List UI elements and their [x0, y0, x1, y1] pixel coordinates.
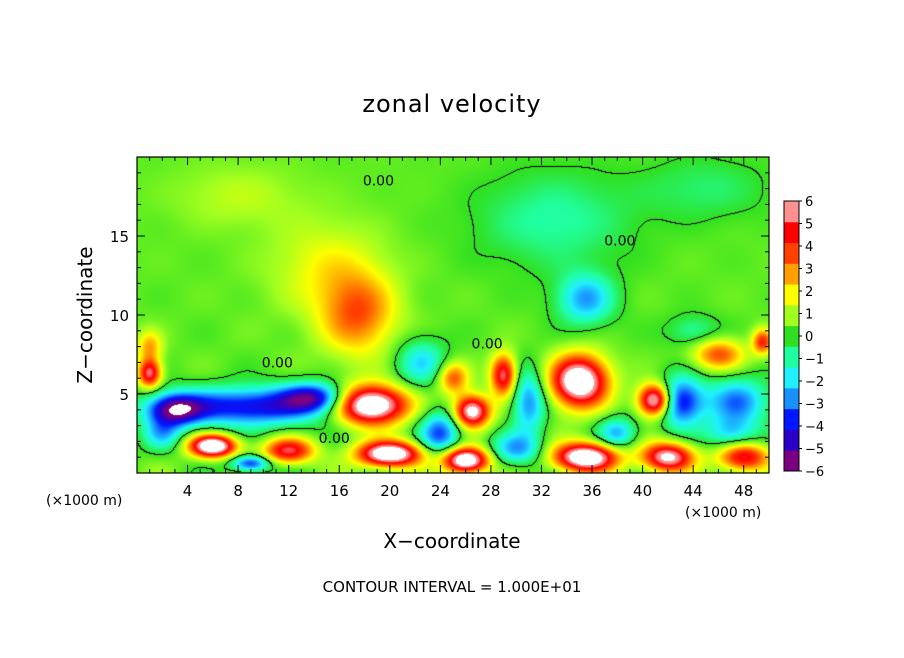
colorbar-label: −1 [805, 353, 824, 368]
y-axis: 5 10 15 [110, 172, 769, 458]
chart-title: zonal velocity [362, 90, 541, 118]
colorbar-swatch [784, 387, 799, 410]
contour-label: 0.00 [319, 431, 350, 447]
colorbar-label: −4 [805, 420, 824, 435]
colorbar-label: 2 [805, 285, 813, 300]
contour-label: 0.00 [262, 355, 293, 371]
colorbar-label: 3 [805, 263, 813, 278]
colorbar-swatch [784, 221, 799, 244]
colorbar-label: 1 [805, 308, 813, 323]
colorbar-label: 5 [805, 218, 813, 233]
x-tick-label: 8 [233, 482, 243, 500]
x-axis-label: X−coordinate [383, 529, 520, 553]
x-tick-label: 44 [684, 482, 703, 500]
colorbar-swatch [784, 367, 799, 389]
y-tick-label: 15 [110, 228, 129, 246]
x-tick-label: 16 [330, 482, 349, 500]
colorbar-swatch [784, 304, 799, 327]
colorbar-label: −6 [805, 465, 824, 480]
heatmap-field [137, 157, 769, 473]
colorbar-swatch [784, 346, 799, 368]
colorbar-label: 6 [805, 195, 813, 210]
contour-label: 0.00 [604, 234, 635, 250]
colorbar-swatch [784, 242, 799, 264]
x-tick-label: 24 [431, 482, 450, 500]
x-tick-label: 12 [279, 482, 298, 500]
colorbar-swatch [784, 201, 799, 223]
colorbar-label: 0 [805, 330, 813, 345]
x-tick-label: 48 [734, 482, 753, 500]
y-tick-label: 5 [119, 386, 129, 404]
colorbar-swatch [784, 263, 799, 285]
y-tick-label: 10 [110, 307, 129, 325]
colorbar-swatch [784, 429, 799, 451]
colorbar-swatch [784, 284, 799, 306]
x-tick-label: 32 [532, 482, 551, 500]
colorbar-label: −3 [805, 398, 824, 413]
x-tick-label: 36 [582, 482, 601, 500]
colorbar-label: −2 [805, 375, 824, 390]
x-tick-label: 4 [183, 482, 193, 500]
colorbar-swatch [784, 450, 799, 472]
contour-label: 0.00 [363, 174, 394, 190]
colorbar-label: −5 [805, 443, 824, 458]
x-tick-label: 20 [380, 482, 399, 500]
plot-area: 0.00 0.00 0.00 0.00 0.00 [136, 156, 770, 474]
y-axis-label: Z−coordinate [73, 246, 97, 383]
colorbar-swatch [784, 408, 799, 430]
contour-interval-note: CONTOUR INTERVAL = 1.000E+01 [323, 578, 582, 596]
x-tick-label: 40 [633, 482, 652, 500]
colorbar-swatch [784, 325, 799, 347]
x-unit-label-left: (×1000 m) [46, 493, 122, 509]
colorbar: 6 5 4 3 2 1 0 −1 −2 −3 −4 −5 −6 [783, 195, 824, 480]
contour-label: 0.00 [472, 336, 503, 352]
x-unit-label-right: (×1000 m) [685, 505, 761, 521]
colorbar-label: 4 [805, 240, 813, 255]
x-axis: 4 8 12 16 20 24 28 32 36 40 44 48 [149, 157, 757, 500]
x-tick-label: 28 [481, 482, 500, 500]
